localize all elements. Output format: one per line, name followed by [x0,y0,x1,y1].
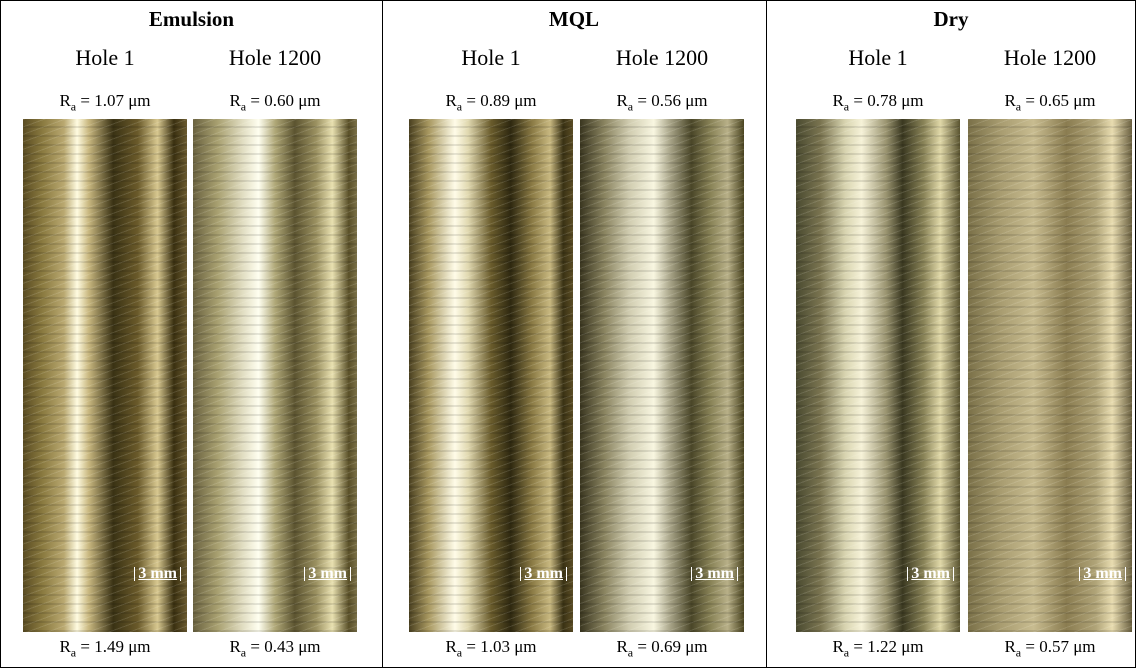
roughness-value: = 1.07 μm [80,91,150,110]
roughness-symbol: R [616,91,627,110]
roughness-label: Ra = 0.78 μm [786,91,970,114]
surface-image: 3 mm [193,119,357,632]
roughness-value: = 0.65 μm [1025,91,1095,110]
roughness-label: Ra = 0.56 μm [570,91,754,114]
roughness-value: = 0.89 μm [466,91,536,110]
surface-texture [580,119,744,632]
panel-title: Dry [766,7,1136,32]
surface-image: 3 mm [968,119,1132,632]
hole-label: Hole 1200 [193,45,357,71]
roughness-symbol: R [59,91,70,110]
roughness-label: Ra = 1.03 μm [399,637,583,660]
divider [766,1,767,667]
surface-texture [796,119,960,632]
surface-image: 3 mm [580,119,744,632]
scale-bar: 3 mm [907,567,954,581]
roughness-label: Ra = 0.69 μm [570,637,754,660]
roughness-label: Ra = 0.60 μm [183,91,367,114]
hole-label: Hole 1200 [580,45,744,71]
panel-title: Emulsion [1,7,382,32]
roughness-label: Ra = 1.22 μm [786,637,970,660]
surface-image: 3 mm [796,119,960,632]
roughness-symbol: R [59,637,70,656]
surface-texture [23,119,187,632]
scale-bar: 3 mm [1079,567,1126,581]
hole-label: Hole 1 [23,45,187,71]
roughness-value: = 0.60 μm [250,91,320,110]
roughness-subscript: a [628,99,633,113]
scale-bar: 3 mm [691,567,738,581]
scale-bar: 3 mm [304,567,351,581]
roughness-label: Ra = 0.43 μm [183,637,367,660]
roughness-symbol: R [445,91,456,110]
surface-image: 3 mm [409,119,573,632]
scale-bar: 3 mm [134,567,181,581]
roughness-subscript: a [71,645,76,659]
roughness-symbol: R [832,637,843,656]
surface-texture [409,119,573,632]
surface-texture [968,119,1132,632]
hole-label: Hole 1200 [968,45,1132,71]
roughness-value: = 0.43 μm [250,637,320,656]
roughness-symbol: R [1004,91,1015,110]
figure: EmulsionHole 1Ra = 1.07 μmRa = 1.49 μm3 … [0,0,1136,668]
surface-texture [193,119,357,632]
roughness-value: = 1.22 μm [853,637,923,656]
roughness-subscript: a [241,645,246,659]
hole-label: Hole 1 [409,45,573,71]
roughness-subscript: a [844,645,849,659]
roughness-label: Ra = 0.89 μm [399,91,583,114]
roughness-symbol: R [616,637,627,656]
roughness-subscript: a [1016,645,1021,659]
surface-image: 3 mm [23,119,187,632]
divider [382,1,383,667]
roughness-symbol: R [229,91,240,110]
roughness-subscript: a [457,645,462,659]
roughness-subscript: a [71,99,76,113]
roughness-subscript: a [457,99,462,113]
roughness-label: Ra = 0.57 μm [958,637,1136,660]
scale-bar: 3 mm [520,567,567,581]
roughness-value: = 1.03 μm [466,637,536,656]
roughness-value: = 0.56 μm [637,91,707,110]
panel-title: MQL [382,7,766,32]
roughness-value: = 0.57 μm [1025,637,1095,656]
roughness-symbol: R [1004,637,1015,656]
roughness-subscript: a [628,645,633,659]
roughness-symbol: R [445,637,456,656]
roughness-value: = 0.69 μm [637,637,707,656]
roughness-label: Ra = 1.49 μm [13,637,197,660]
roughness-subscript: a [241,99,246,113]
roughness-subscript: a [844,99,849,113]
roughness-subscript: a [1016,99,1021,113]
roughness-value: = 1.49 μm [80,637,150,656]
roughness-label: Ra = 0.65 μm [958,91,1136,114]
roughness-value: = 0.78 μm [853,91,923,110]
roughness-symbol: R [832,91,843,110]
roughness-label: Ra = 1.07 μm [13,91,197,114]
hole-label: Hole 1 [796,45,960,71]
roughness-symbol: R [229,637,240,656]
